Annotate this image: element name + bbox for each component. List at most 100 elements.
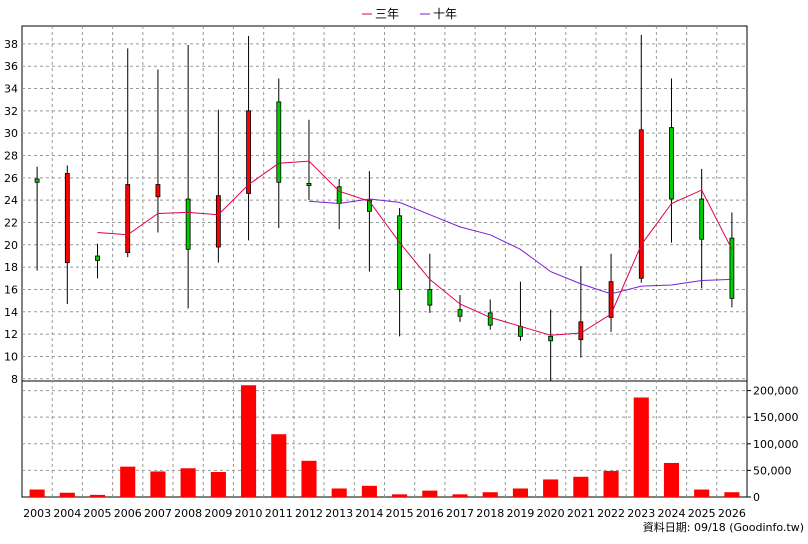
price-tick-label: 10 xyxy=(4,350,18,363)
volume-bar xyxy=(512,488,528,497)
year-tick-label: 2011 xyxy=(265,507,293,520)
volume-bar xyxy=(361,485,377,497)
candle-body xyxy=(185,198,191,250)
price-tick-label: 24 xyxy=(4,194,18,207)
volume-tick-label: 150,000 xyxy=(753,411,799,424)
candle-body xyxy=(518,325,523,337)
price-tick-label: 14 xyxy=(4,306,18,319)
volume-bar xyxy=(180,468,196,497)
price-tick-label: 16 xyxy=(4,283,18,296)
volume-bar xyxy=(331,488,347,497)
candle-body xyxy=(457,309,463,317)
candle-body xyxy=(64,172,70,264)
price-tick-label: 12 xyxy=(4,328,18,341)
grid-layer xyxy=(22,26,747,497)
volume-layer xyxy=(29,385,740,497)
price-tick-label: 30 xyxy=(4,127,18,140)
year-tick-label: 2006 xyxy=(114,507,142,520)
candle-body xyxy=(246,110,251,194)
year-tick-label: 2008 xyxy=(174,507,202,520)
price-tick-label: 26 xyxy=(4,172,18,185)
year-tick-label: 2004 xyxy=(53,507,81,520)
candle-body xyxy=(578,321,584,341)
volume-bar xyxy=(663,462,680,497)
year-tick-label: 2015 xyxy=(386,507,414,520)
volume-bar xyxy=(392,494,408,497)
year-tick-label: 2012 xyxy=(295,507,323,520)
year-tick-label: 2019 xyxy=(506,507,534,520)
price-tick-label: 34 xyxy=(4,83,18,96)
year-tick-label: 2024 xyxy=(657,507,685,520)
volume-bar xyxy=(271,434,287,497)
volume-bar xyxy=(694,489,710,497)
price-tick-label: 20 xyxy=(4,239,18,252)
candle-layer xyxy=(34,34,735,381)
legend: 三年 十年 xyxy=(362,7,457,21)
volume-tick-label: 0 xyxy=(753,491,760,504)
legend-label: 三年 xyxy=(375,7,399,21)
price-tick-label: 22 xyxy=(4,216,18,229)
year-tick-label: 2022 xyxy=(597,507,625,520)
candle-body xyxy=(487,312,493,326)
volume-bar xyxy=(29,489,45,497)
ma-line-ten-year xyxy=(308,198,732,295)
candle-body xyxy=(366,199,372,212)
candle-body xyxy=(397,215,403,290)
year-tick-label: 2025 xyxy=(688,507,716,520)
volume-bar xyxy=(150,471,166,497)
candle-body xyxy=(95,255,100,261)
volume-bar xyxy=(59,492,75,497)
year-tick-label: 2017 xyxy=(446,507,474,520)
candle-body xyxy=(699,198,705,240)
candle-body xyxy=(638,129,644,279)
year-tick-label: 2005 xyxy=(84,507,112,520)
year-tick-label: 2020 xyxy=(537,507,565,520)
candle-body xyxy=(729,237,735,299)
year-tick-label: 2007 xyxy=(144,507,172,520)
year-tick-label: 2003 xyxy=(23,507,51,520)
volume-tick-label: 50,000 xyxy=(753,464,792,477)
candle-body xyxy=(306,183,312,187)
volume-bar xyxy=(210,471,226,497)
price-tick-label: 38 xyxy=(4,38,18,51)
volume-bar xyxy=(603,470,619,497)
year-tick-label: 2026 xyxy=(718,507,746,520)
volume-tick-label: 100,000 xyxy=(753,438,799,451)
volume-bar xyxy=(543,479,559,497)
year-tick-label: 2014 xyxy=(355,507,383,520)
price-tick-label: 28 xyxy=(4,149,18,162)
volume-tick-label: 200,000 xyxy=(753,385,799,398)
legend-label: 十年 xyxy=(433,7,457,21)
line-layer xyxy=(97,160,733,336)
source-label: 資料日期: 09/18 (Goodinfo.tw) xyxy=(643,520,804,534)
axis-layer: 8101214161820222426283032343638050,00010… xyxy=(4,38,799,520)
volume-bar xyxy=(241,385,257,497)
volume-bar xyxy=(120,466,136,497)
price-tick-label: 18 xyxy=(4,261,18,274)
volume-bar xyxy=(724,492,740,497)
volume-bar xyxy=(301,460,317,497)
volume-bar xyxy=(573,476,589,497)
year-tick-label: 2023 xyxy=(627,507,655,520)
volume-bar xyxy=(422,490,438,497)
candle-body xyxy=(608,281,614,318)
volume-bar xyxy=(452,494,468,497)
candle-body xyxy=(427,289,433,306)
price-tick-label: 36 xyxy=(4,60,18,73)
candle-body xyxy=(215,195,221,248)
candle-body xyxy=(34,178,40,183)
year-tick-label: 2010 xyxy=(235,507,263,520)
year-tick-label: 2013 xyxy=(325,507,353,520)
volume-bar xyxy=(633,397,649,497)
ma-line-three-year xyxy=(97,160,733,336)
candle-body xyxy=(125,184,131,254)
candle-body xyxy=(155,184,161,198)
price-tick-label: 32 xyxy=(4,105,18,118)
year-tick-label: 2021 xyxy=(567,507,595,520)
candle-body xyxy=(276,101,282,183)
volume-bar xyxy=(89,494,106,497)
price-tick-label: 8 xyxy=(11,373,18,386)
candle-body xyxy=(548,335,554,342)
